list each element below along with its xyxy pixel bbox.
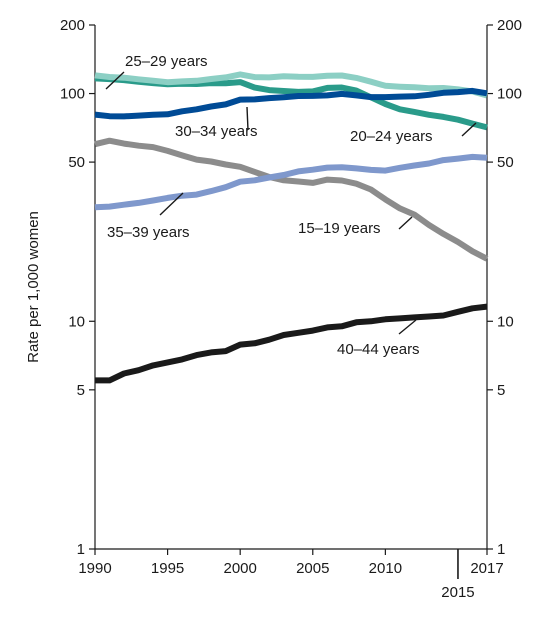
y-tick-label-right: 200: [497, 17, 522, 34]
series-label: 20–24 years: [350, 128, 433, 145]
series-label: 15–19 years: [298, 220, 381, 237]
series-line-30-34: [94, 87, 488, 120]
x-tick-label: 1990: [78, 560, 111, 577]
x-tick-label: 2017: [470, 560, 503, 577]
x-tick-label-2015: 2015: [441, 584, 474, 601]
series-label-leader: [461, 122, 477, 137]
x-tick-label: 2005: [296, 560, 329, 577]
x-tick-label: 2010: [369, 560, 402, 577]
series-label-leader: [246, 106, 249, 131]
y-tick-label-right: 5: [497, 382, 505, 399]
y-tick-label-left: 50: [68, 154, 85, 171]
series-label-leader: [398, 319, 417, 335]
y-tick-label-left: 1: [77, 541, 85, 558]
y-tick-label-left: 200: [60, 17, 85, 34]
series-line-25-29: [94, 71, 488, 99]
series-label: 35–39 years: [107, 224, 190, 241]
series-label-leader: [105, 71, 125, 90]
series-label: 40–44 years: [337, 341, 420, 358]
series-label: 30–34 years: [175, 123, 258, 140]
series-line-40-44: [95, 303, 488, 384]
y-tick-label-right: 50: [497, 154, 514, 171]
series-label-leader: [398, 216, 413, 230]
series-label-leader: [159, 192, 184, 216]
y-tick-label-left: 5: [77, 382, 85, 399]
y-tick-label-right: 100: [497, 86, 522, 103]
y-tick-label-left: 100: [60, 86, 85, 103]
y-tick-label-left: 10: [68, 313, 85, 330]
x-tick-label: 2000: [223, 560, 256, 577]
y-tick-label-right: 10: [497, 313, 514, 330]
y-axis-title: Rate per 1,000 women: [25, 211, 42, 363]
x-tick-label: 1995: [151, 560, 184, 577]
series-label: 25–29 years: [125, 53, 208, 70]
series-line-15-19: [94, 137, 489, 262]
series-line-35-39: [94, 153, 488, 211]
y-tick-label-right: 1: [497, 541, 505, 558]
